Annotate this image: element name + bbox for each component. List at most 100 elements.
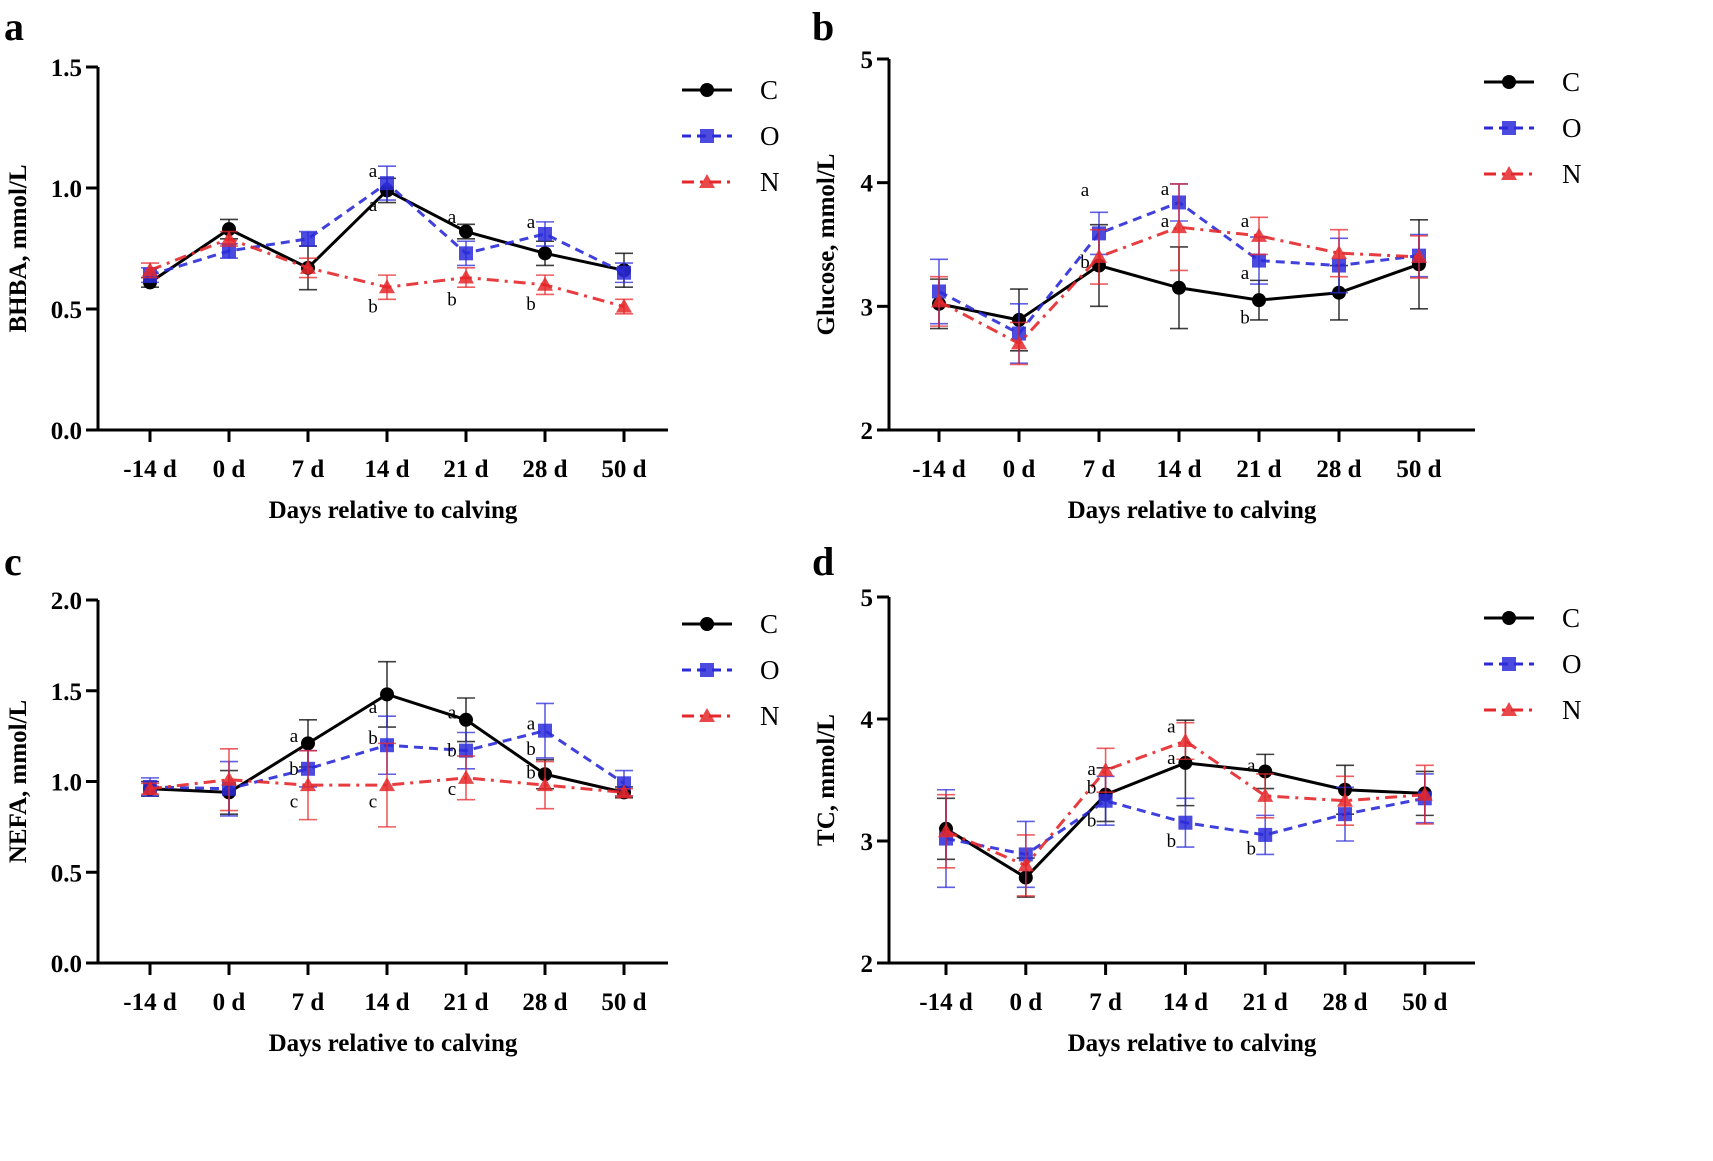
legend-marker-O xyxy=(700,663,714,677)
data-point-N xyxy=(616,784,632,799)
legend-label-C: C xyxy=(760,609,778,639)
y-tick-label: 2 xyxy=(861,418,874,445)
panel-label: d xyxy=(812,539,834,584)
data-point-N xyxy=(1331,245,1347,260)
significance-label: c xyxy=(290,791,298,812)
data-point-N xyxy=(616,298,632,313)
x-tick-label: 28 d xyxy=(1322,989,1367,1016)
legend-marker-N xyxy=(699,708,715,722)
significance-label: a xyxy=(1087,759,1096,780)
data-point-O xyxy=(617,265,631,280)
y-tick-label: 0.5 xyxy=(51,860,82,887)
legend-label-C: C xyxy=(1562,603,1580,633)
data-point-O xyxy=(1252,253,1266,268)
x-tick-label: 50 d xyxy=(1396,456,1441,483)
y-tick-label: 0.0 xyxy=(51,951,82,978)
significance-label: a xyxy=(448,703,457,724)
significance-label: a xyxy=(1167,748,1176,769)
legend-label-O: O xyxy=(1562,113,1582,143)
data-point-O xyxy=(301,231,315,246)
significance-label: b xyxy=(1087,777,1097,798)
data-point-C xyxy=(459,224,473,239)
legend-marker-O xyxy=(1502,657,1516,671)
data-point-N xyxy=(300,777,316,792)
x-tick-label: 14 d xyxy=(364,989,409,1016)
x-tick-label: 50 d xyxy=(601,456,646,483)
data-point-O xyxy=(1258,827,1273,842)
legend-label-C: C xyxy=(760,75,778,105)
data-point-O xyxy=(617,776,631,791)
legend-label-C: C xyxy=(1562,67,1580,97)
legend-marker-C xyxy=(1502,611,1516,625)
series-N xyxy=(141,230,633,315)
x-tick-label: 0 d xyxy=(1009,989,1042,1016)
data-point-N xyxy=(537,777,553,792)
y-tick-label: 1.5 xyxy=(51,679,82,706)
significance-label: a xyxy=(527,713,536,734)
panel-label: c xyxy=(4,539,22,584)
y-tick-label: 4 xyxy=(861,707,874,734)
data-point-N xyxy=(458,769,474,784)
significance-label: a xyxy=(1167,716,1176,737)
x-tick-label: 50 d xyxy=(601,989,646,1016)
significance-label: a xyxy=(1161,179,1170,200)
x-tick-label: 7 d xyxy=(292,989,325,1016)
significance-label: a xyxy=(1161,211,1170,232)
data-point-O xyxy=(459,246,473,261)
legend-label-N: N xyxy=(1562,159,1582,189)
data-point-N xyxy=(221,771,237,786)
y-axis-title: NEFA, mmol/L xyxy=(5,700,32,863)
data-point-O xyxy=(459,743,473,758)
significance-label: c xyxy=(369,791,377,812)
data-point-N xyxy=(1097,762,1114,777)
legend-label-O: O xyxy=(760,655,780,685)
data-point-N xyxy=(1251,227,1267,242)
x-tick-label: 14 d xyxy=(364,456,409,483)
data-point-O xyxy=(380,176,394,191)
legend-marker-O xyxy=(1502,121,1516,135)
x-tick-label: 0 d xyxy=(213,989,246,1016)
data-point-N xyxy=(379,279,395,294)
x-tick-label: 7 d xyxy=(292,456,325,483)
y-tick-label: 4 xyxy=(861,171,874,198)
data-point-N xyxy=(142,780,158,795)
y-axis-title: BHBA, mmol/L xyxy=(5,164,32,332)
series-N xyxy=(937,721,1434,897)
significance-label: a xyxy=(448,207,457,228)
y-axis-title: TC, mmol/L xyxy=(813,714,840,846)
data-point-C xyxy=(380,687,394,702)
x-axis-title: Days relative to calving xyxy=(1068,1030,1317,1057)
panel-label: a xyxy=(4,4,24,49)
x-tick-label: 28 d xyxy=(1316,456,1361,483)
significance-label: a xyxy=(290,726,299,747)
data-point-N xyxy=(537,276,553,291)
x-tick-label: 14 d xyxy=(1156,456,1201,483)
data-point-O xyxy=(222,243,236,258)
x-tick-label: 21 d xyxy=(1243,989,1288,1016)
series-O xyxy=(141,165,633,284)
significance-label: b xyxy=(289,759,299,780)
significance-label: a xyxy=(527,212,536,233)
y-tick-label: 1.5 xyxy=(51,55,82,82)
x-tick-label: -14 d xyxy=(123,989,177,1016)
data-point-C xyxy=(1252,293,1266,308)
x-tick-label: -14 d xyxy=(123,456,177,483)
data-point-N xyxy=(1257,787,1274,802)
data-point-C xyxy=(301,736,315,751)
data-point-N xyxy=(1017,857,1034,872)
x-tick-label: 21 d xyxy=(443,989,488,1016)
data-point-N xyxy=(938,823,954,838)
x-tick-label: 50 d xyxy=(1402,989,1447,1016)
legend-marker-C xyxy=(700,83,714,97)
data-point-C xyxy=(459,712,473,727)
significance-label: b xyxy=(526,294,536,315)
legend-marker-C xyxy=(700,617,714,631)
data-point-N xyxy=(379,777,395,792)
significance-label: b xyxy=(368,297,378,318)
x-tick-label: 0 d xyxy=(1003,456,1036,483)
x-tick-label: 7 d xyxy=(1089,989,1122,1016)
data-point-C xyxy=(538,246,552,261)
data-point-N xyxy=(1416,786,1433,801)
significance-label: b xyxy=(1167,831,1177,852)
data-point-N xyxy=(1411,248,1427,263)
